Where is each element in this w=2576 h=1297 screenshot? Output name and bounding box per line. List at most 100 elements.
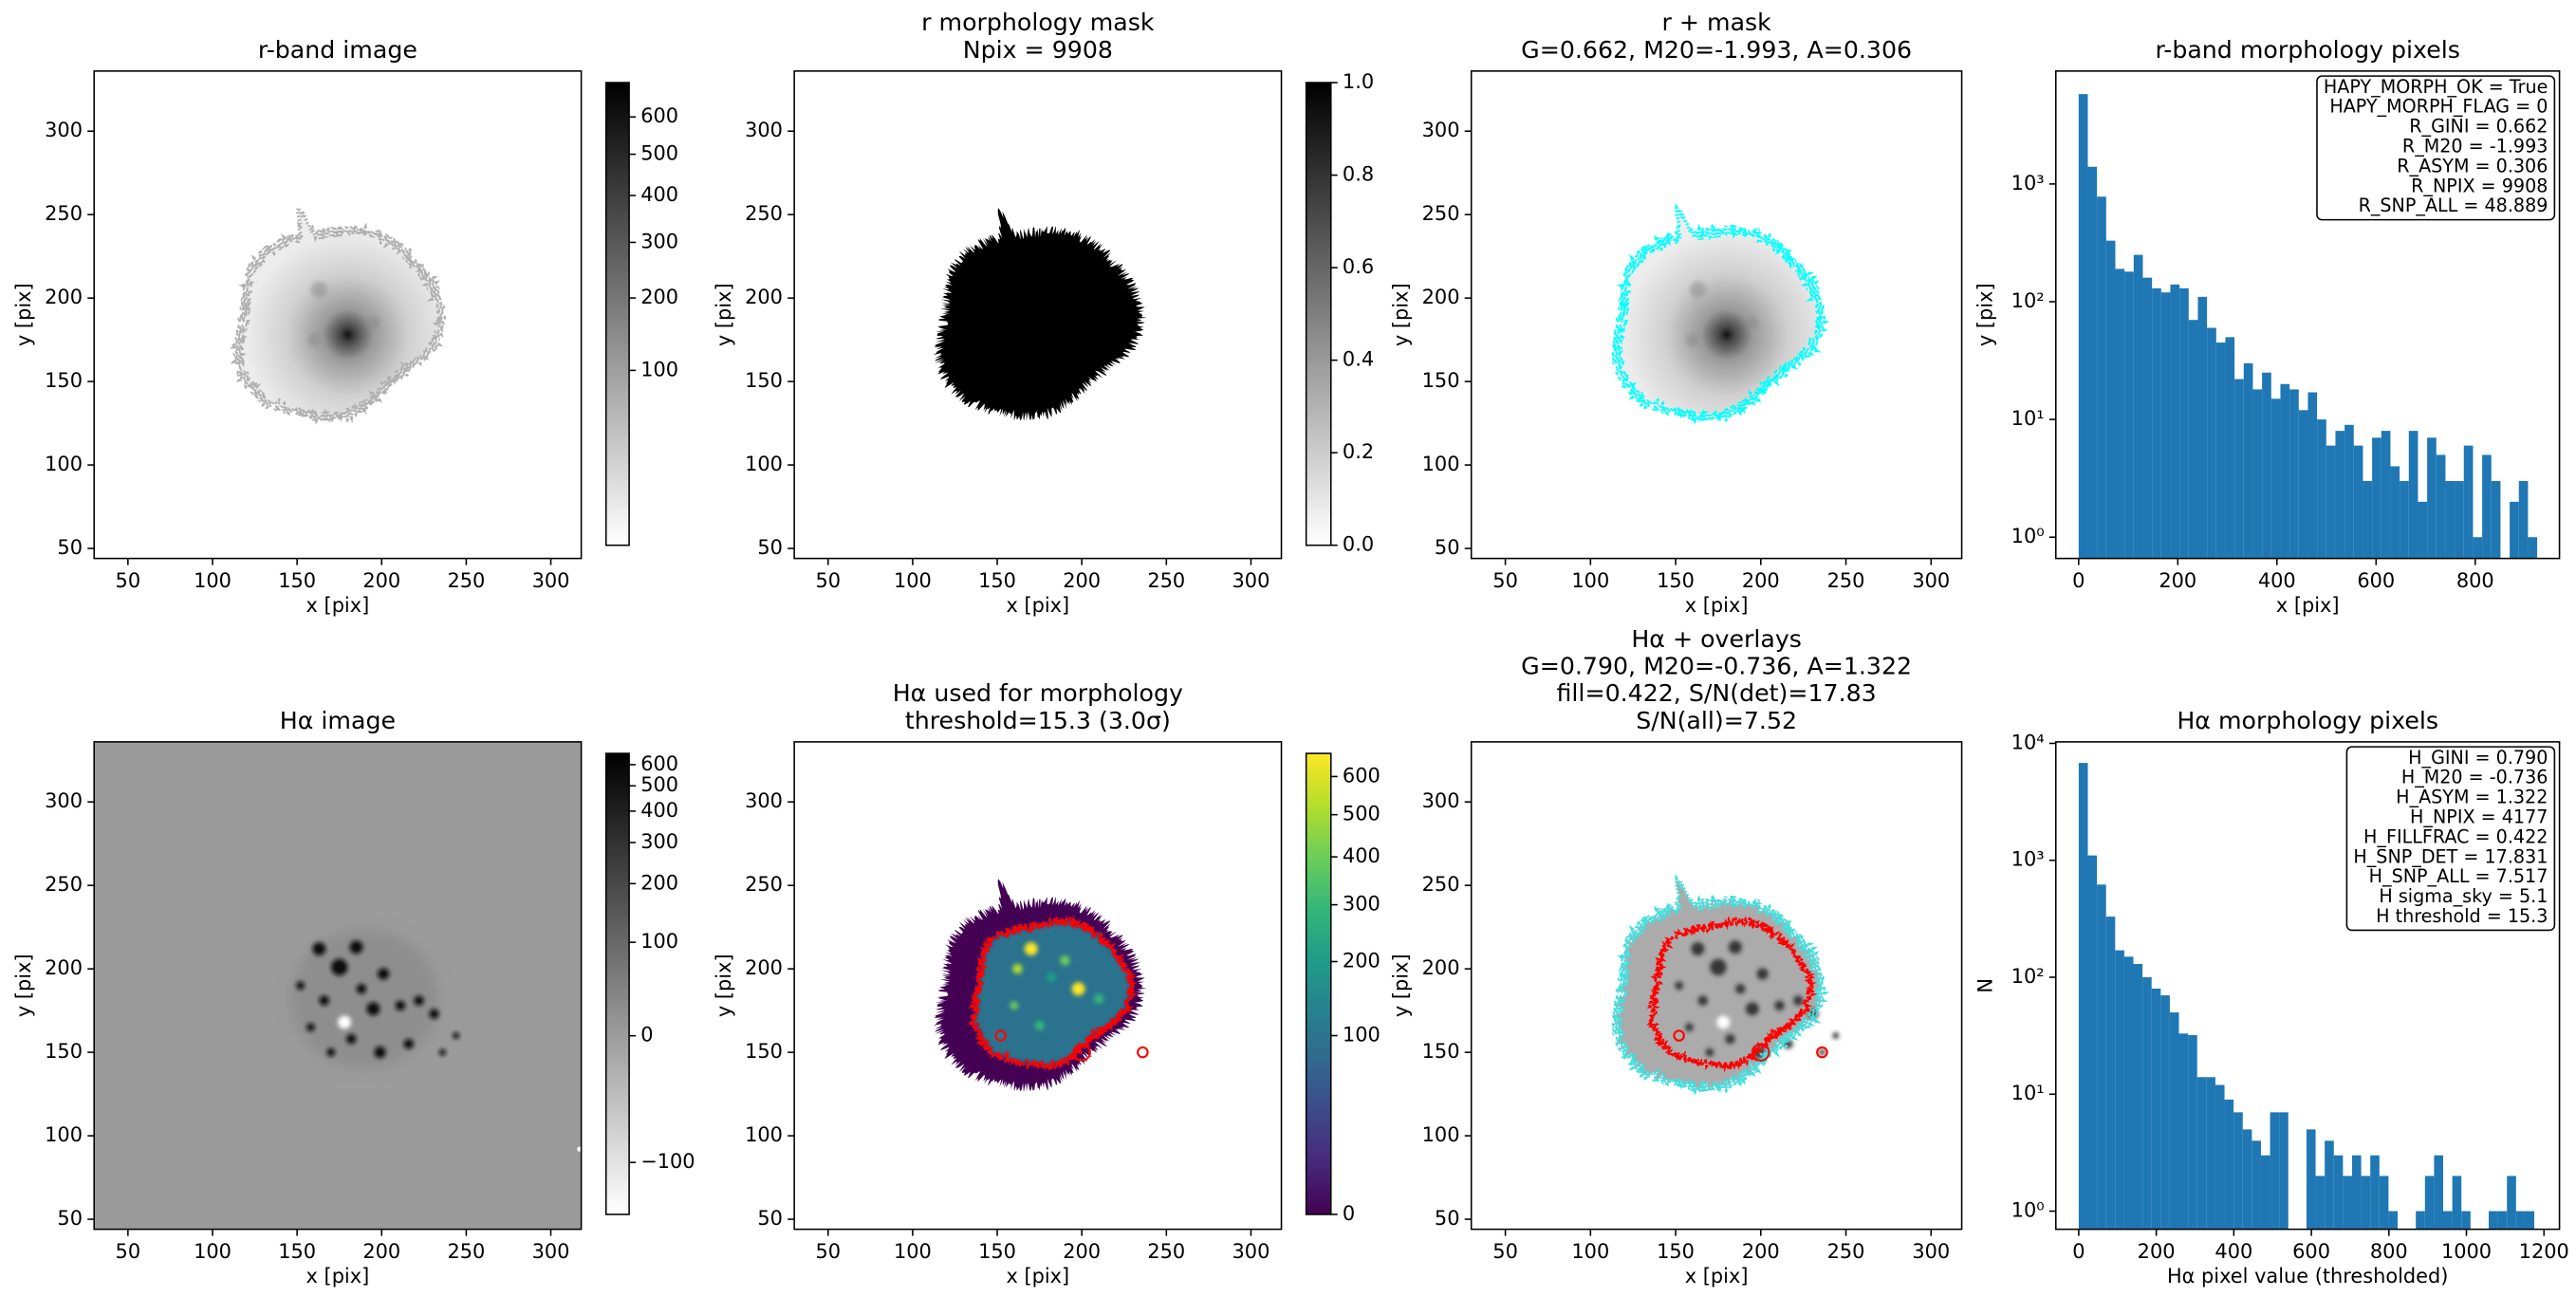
bar: [2436, 454, 2446, 559]
x-tick-label: 250: [1147, 569, 1185, 592]
y-tick-label: 10⁰: [2011, 525, 2045, 547]
hot-pixel: [577, 1146, 582, 1152]
y-tick-label: 250: [745, 873, 783, 896]
galaxy: [1611, 879, 1826, 1092]
bar: [2279, 1112, 2289, 1230]
emission-knot: [1046, 972, 1057, 983]
emission-knot: [1793, 995, 1804, 1006]
mask-outline: [1606, 874, 1830, 1096]
bar: [2353, 445, 2363, 559]
y-tick-label: 200: [45, 286, 83, 308]
bar: [2326, 445, 2336, 559]
bar: [2418, 501, 2428, 559]
y-tick-label: 150: [1422, 1040, 1460, 1063]
emission-knot: [1756, 968, 1769, 980]
galaxy-knot: [306, 333, 321, 347]
annotation-box: [2316, 75, 2556, 221]
threshold-contour: [994, 1029, 1007, 1042]
bar: [2280, 383, 2290, 559]
x-tick-label: 0: [2072, 569, 2085, 592]
bar: [2400, 480, 2409, 559]
y-tick-label: 10¹: [2011, 407, 2045, 430]
y-axis-label: y [pix]: [1974, 283, 1997, 346]
y-tick-label: 250: [1422, 202, 1460, 225]
colorbar-tick-label: 300: [640, 230, 678, 252]
bar: [2507, 1176, 2516, 1230]
bar: [2408, 431, 2418, 559]
colorbar-tick-label: 400: [640, 183, 678, 206]
axes-frame: [793, 70, 1283, 560]
bar: [2351, 1155, 2362, 1230]
bar: [2178, 1033, 2189, 1230]
bar: [2252, 1140, 2261, 1230]
colorbar-tick-label: 400: [640, 799, 678, 822]
bar: [2306, 1129, 2316, 1230]
emission-knot: [1735, 984, 1746, 994]
x-tick-label: 250: [1827, 569, 1865, 592]
halo: [290, 929, 439, 1068]
bar: [2242, 1129, 2252, 1230]
emission-knot: [1818, 1048, 1825, 1056]
x-tick-label: 150: [278, 569, 316, 592]
bar: [2078, 94, 2088, 559]
bar: [2298, 410, 2308, 559]
x-tick-label: 150: [1657, 1240, 1695, 1263]
bright-residual: [338, 1015, 352, 1029]
mask-outline: [1606, 203, 1830, 425]
colorbar-tick-label: −100: [640, 1150, 695, 1173]
bar: [2169, 1012, 2179, 1230]
bar: [2372, 437, 2381, 559]
emission-knot: [1010, 1001, 1019, 1010]
y-axis-label: N: [1974, 978, 1997, 993]
y-tick-label: 250: [745, 202, 783, 225]
bar: [2188, 1034, 2197, 1230]
bar: [2115, 269, 2125, 559]
plot-area: [229, 203, 451, 425]
bar: [2188, 320, 2198, 559]
annotation-line: R_NPIX = 9908: [2411, 175, 2548, 196]
x-axis-label: x [pix]: [1006, 594, 1069, 617]
y-tick-label: 250: [45, 873, 83, 896]
y-tick-label: 250: [45, 202, 83, 225]
colorbar-tick-label: 400: [1343, 844, 1381, 867]
bar: [2390, 466, 2400, 559]
x-tick-label: 800: [2370, 1240, 2408, 1263]
x-tick-label: 100: [1571, 1240, 1609, 1263]
emission-knot: [374, 1047, 386, 1059]
bar: [2087, 166, 2098, 559]
y-tick-label: 100: [1422, 453, 1460, 475]
emission-knot: [429, 1009, 439, 1019]
bar: [2234, 379, 2244, 559]
bar: [2152, 287, 2161, 559]
x-tick-label: 200: [362, 569, 400, 592]
mask-outline: [229, 203, 451, 425]
y-tick-label: 50: [1435, 536, 1460, 559]
plot-area: [2078, 94, 2538, 559]
bar: [2289, 389, 2299, 559]
threshold-contour: [1816, 1046, 1828, 1059]
x-tick-label: 50: [815, 569, 841, 592]
bar: [2343, 1176, 2352, 1230]
emission-knot: [1774, 1000, 1785, 1011]
annotation-line: H_NPIX = 4177: [2410, 806, 2548, 827]
plot-area: [934, 208, 1147, 421]
x-tick-label: 250: [447, 569, 485, 592]
bar: [2518, 480, 2529, 559]
panel-title: Npix = 9908: [963, 36, 1113, 64]
annotation-line: H_FILLFRAC = 0.422: [2363, 825, 2548, 847]
bar: [2142, 277, 2153, 559]
annotation-line: H_ASYM = 1.322: [2396, 787, 2548, 808]
emission-knot: [1710, 958, 1727, 976]
x-tick-label: 150: [978, 1240, 1016, 1263]
panel-title: r-band image: [258, 36, 417, 64]
y-tick-label: 150: [45, 1040, 83, 1063]
x-tick-label: 150: [278, 1240, 316, 1263]
x-tick-label: 200: [1063, 569, 1101, 592]
x-tick-label: 250: [1827, 1240, 1865, 1263]
bar: [2097, 884, 2106, 1230]
bar: [2363, 480, 2373, 559]
colorbar-tick-label: 200: [1343, 949, 1381, 972]
x-tick-label: 250: [447, 1240, 485, 1263]
colorbar-tick-label: 100: [1343, 1024, 1381, 1047]
